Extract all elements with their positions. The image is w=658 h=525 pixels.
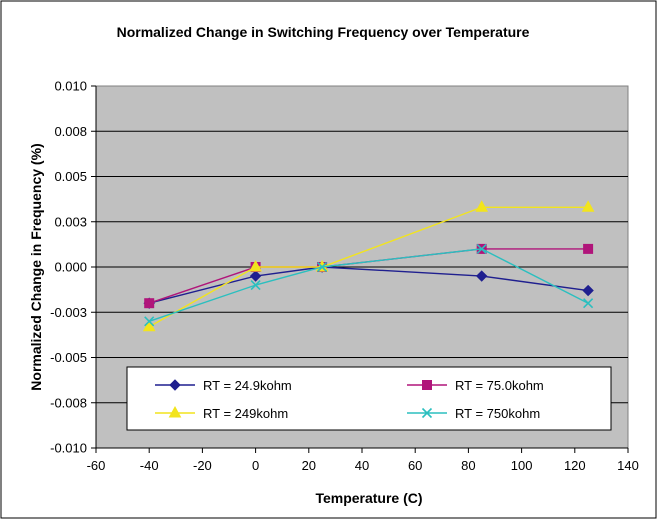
y-tick-label: -0.003	[50, 305, 87, 320]
x-tick-label: 100	[511, 458, 533, 473]
chart-title: Normalized Change in Switching Frequency…	[117, 24, 530, 40]
diamond-marker	[475, 270, 488, 282]
legend: RT = 24.9kohm RT = 75.0kohm RT = 249kohm RT…	[126, 366, 612, 431]
x-axis-label: Temperature (C)	[315, 490, 422, 506]
y-tick-label: 0.003	[54, 214, 87, 229]
series-group	[144, 243, 594, 327]
square-marker	[422, 380, 432, 390]
x-marker	[317, 261, 328, 273]
x-tick-label: -20	[193, 458, 212, 473]
series-layer	[142, 200, 595, 332]
square-marker	[144, 298, 155, 309]
legend-label: RT = 249kohm	[203, 406, 288, 421]
y-axis-ticks: -0.010 -0.008 -0.005 -0.003 0.000 0.003 0.005 0…	[50, 79, 96, 456]
diamond-marker	[249, 270, 262, 282]
y-tick-label: -0.005	[50, 350, 87, 365]
x-marker	[144, 316, 155, 327]
legend-items: RT = 24.9kohm RT = 75.0kohm RT = 249kohm RT…	[155, 378, 544, 421]
x-marker	[250, 280, 261, 291]
diamond-marker	[169, 379, 181, 391]
y-tick-label: -0.010	[50, 441, 87, 456]
grid-lines	[96, 130, 628, 404]
square-marker	[583, 243, 594, 254]
x-marker	[583, 298, 594, 309]
legend-label: RT = 24.9kohm	[203, 378, 292, 393]
x-axis-ticks: -60 -40 -20 0 20 40 60 80 100 120 140	[87, 86, 639, 473]
x-tick-label: 60	[408, 458, 422, 473]
x-tick-label: 20	[302, 458, 316, 473]
triangle-marker	[168, 405, 182, 418]
legend-item: RT = 24.9kohm	[155, 378, 292, 393]
legend-box	[126, 366, 612, 431]
x-tick-label: 120	[564, 458, 586, 473]
y-axis-label: Normalized Change in Frequency (%)	[28, 143, 44, 390]
x-tick-label: 40	[355, 458, 369, 473]
y-tick-label: 0.005	[54, 169, 87, 184]
x-marker	[476, 243, 487, 254]
y-tick-label: 0.010	[54, 79, 87, 94]
y-tick-label: 0.008	[54, 124, 87, 139]
x-tick-label: 140	[617, 458, 639, 473]
legend-label: RT = 750kohm	[455, 406, 540, 421]
x-marker	[421, 407, 433, 419]
legend-item: RT = 75.0kohm	[407, 378, 544, 393]
legend-label: RT = 75.0kohm	[455, 378, 544, 393]
triangle-marker	[142, 319, 156, 332]
x-tick-label: 80	[461, 458, 475, 473]
legend-item: RT = 249kohm	[155, 405, 288, 421]
y-tick-label: 0.000	[54, 260, 87, 275]
diamond-marker	[582, 284, 594, 297]
triangle-marker	[475, 200, 489, 212]
triangle-marker	[581, 200, 595, 212]
x-tick-label: -40	[140, 458, 159, 473]
triangle-marker	[249, 259, 262, 272]
y-tick-label: -0.008	[50, 395, 87, 410]
legend-item: RT = 750kohm	[407, 406, 540, 421]
x-tick-label: 0	[252, 458, 259, 473]
x-tick-label: -60	[87, 458, 106, 473]
